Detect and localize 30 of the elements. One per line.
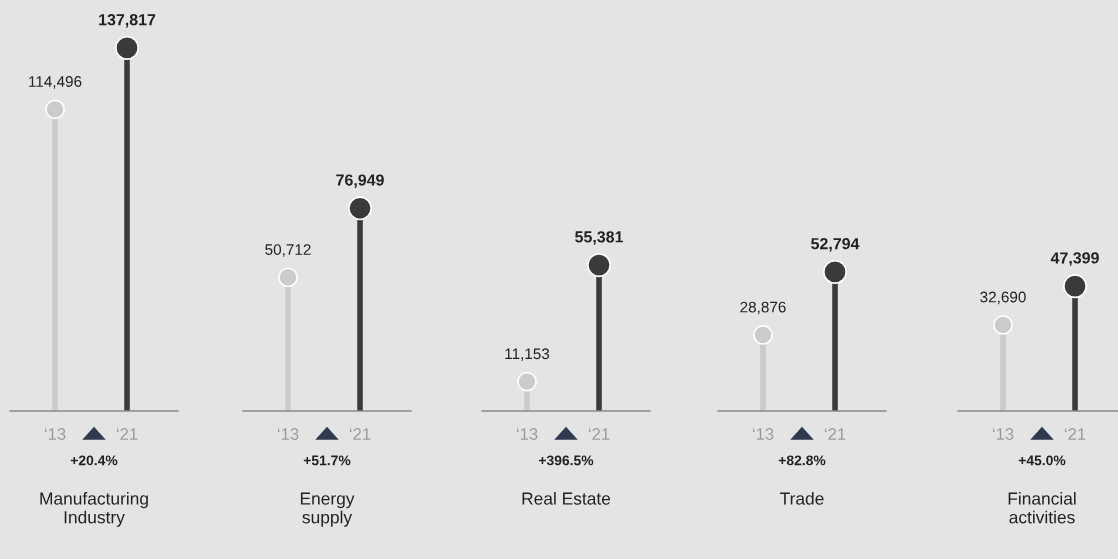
- text: +20.4%: [70, 455, 118, 466]
- x-axis-title: Manufacturing Industry: [40, 491, 148, 527]
- x-axis-title: Financial activities: [1008, 491, 1076, 524]
- text: +82.8%: [778, 455, 826, 466]
- data-label: 32,690: [980, 291, 1026, 305]
- x-axis-title: Trade: [780, 491, 824, 505]
- data-label: 28,876: [740, 301, 786, 315]
- text: +51.7%: [303, 455, 351, 466]
- x-tick-label: ‘13: [516, 428, 538, 440]
- x-tick-label: ‘13: [44, 428, 66, 440]
- text: +396.5%: [538, 455, 594, 466]
- data-label: 47,399: [1050, 252, 1099, 266]
- data-label: 114,496: [29, 76, 82, 89]
- x-tick-label: ‘13: [992, 428, 1014, 440]
- x-axis-title: Energy supply: [300, 492, 355, 527]
- data-label: 11,153: [505, 348, 550, 361]
- data-label: 50,712: [265, 244, 311, 257]
- x-tick-label: ‘21: [349, 428, 371, 440]
- x-tick-label: ‘13: [277, 428, 299, 440]
- data-label: 55,381: [575, 231, 623, 245]
- data-label: 76,949: [336, 174, 384, 189]
- data-label: 52,794: [811, 238, 860, 252]
- x-tick-label: ‘21: [824, 428, 846, 440]
- x-tick-label: ‘13: [752, 428, 774, 440]
- x-tick-label: ‘21: [588, 428, 610, 440]
- x-axis-title: Real Estate: [522, 491, 611, 505]
- text: +45.0%: [1018, 455, 1066, 466]
- data-label: 137,817: [99, 14, 156, 28]
- x-tick-label: ‘21: [1064, 428, 1086, 440]
- x-tick-label: ‘21: [116, 428, 138, 440]
